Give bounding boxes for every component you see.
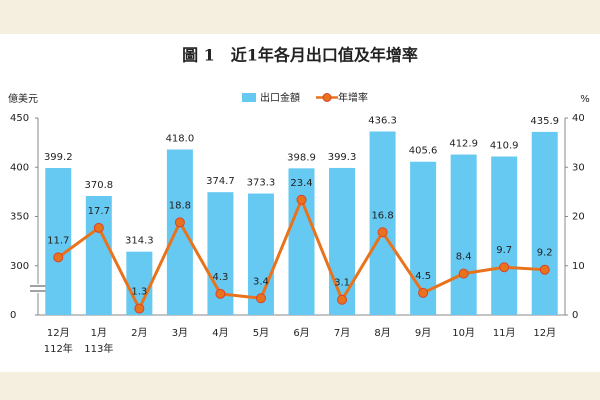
line-value-label: 8.4 xyxy=(456,252,472,263)
bar xyxy=(288,168,315,315)
line-marker xyxy=(174,217,185,228)
bar xyxy=(45,168,72,315)
line-value-label: 23.4 xyxy=(290,178,312,189)
line-marker xyxy=(215,288,226,299)
bar-value-label: 314.3 xyxy=(125,236,154,247)
line-value-label: 3.1 xyxy=(334,278,350,289)
y2-tick-label: 0 xyxy=(572,310,578,321)
x-tick-label: 9月 xyxy=(415,327,431,339)
line-marker xyxy=(255,293,266,304)
line-marker xyxy=(53,252,64,263)
line-marker xyxy=(499,262,510,273)
line-marker xyxy=(296,194,307,205)
bar-value-label: 410.9 xyxy=(490,141,519,152)
y-tick-label: 400 xyxy=(10,162,29,173)
bar xyxy=(491,156,518,315)
line-marker xyxy=(458,268,469,279)
bar-value-label: 399.2 xyxy=(44,152,73,163)
axis-break xyxy=(30,284,46,293)
bar-value-label: 373.3 xyxy=(247,178,276,189)
line-marker xyxy=(93,222,104,233)
bar-value-label: 418.0 xyxy=(166,134,195,145)
legend-label: 出口金額 xyxy=(260,91,300,104)
bar-value-label: 370.8 xyxy=(84,180,113,191)
x-tick-label: 5月 xyxy=(253,327,269,339)
y-tick-label: 450 xyxy=(10,113,29,124)
legend-label: 年增率 xyxy=(338,91,368,104)
x-tick-label: 1月 xyxy=(91,327,107,339)
bar xyxy=(531,131,558,315)
bar-value-label: 436.3 xyxy=(368,115,397,126)
line-value-label: 16.8 xyxy=(371,210,393,221)
bar-value-label: 374.7 xyxy=(206,176,235,187)
y2-tick-label: 10 xyxy=(572,261,585,272)
x-tick-label: 2月 xyxy=(131,327,147,339)
line-marker xyxy=(377,227,388,238)
line-marker xyxy=(337,294,348,305)
x-tick-label: 12月 xyxy=(533,327,556,339)
x-tick-year: 112年 xyxy=(44,342,73,355)
x-tick-label: 10月 xyxy=(452,327,475,339)
bar xyxy=(166,149,193,315)
bar-value-label: 405.6 xyxy=(409,146,438,157)
bar xyxy=(85,196,112,315)
y2-axis-label: % xyxy=(580,94,590,105)
bar xyxy=(369,131,396,315)
bar xyxy=(329,167,356,315)
line-value-label: 11.7 xyxy=(47,235,69,246)
line-value-label: 9.7 xyxy=(496,245,512,256)
x-tick-label: 11月 xyxy=(493,327,516,339)
line-value-label: 4.5 xyxy=(415,271,431,282)
y2-tick-label: 40 xyxy=(572,113,585,124)
line-marker xyxy=(539,264,550,275)
x-tick-label: 6月 xyxy=(293,327,309,339)
bar-value-label: 399.3 xyxy=(328,152,357,163)
bar-value-label: 398.9 xyxy=(287,152,316,163)
bar-value-label: 412.9 xyxy=(449,139,478,150)
x-tick-label: 7月 xyxy=(334,327,350,339)
legend-marker xyxy=(322,93,332,102)
y-tick-label: 0 xyxy=(10,310,16,321)
y-axis-label: 億美元 xyxy=(8,92,38,105)
chart-title: 圖 1 近1年各月出口值及年增率 xyxy=(182,46,418,65)
y-tick-label: 300 xyxy=(10,261,29,272)
y2-tick-label: 20 xyxy=(572,212,585,223)
x-tick-label: 4月 xyxy=(212,327,228,339)
line-value-label: 1.3 xyxy=(131,287,147,298)
y-tick-label: 350 xyxy=(10,212,29,223)
x-tick-label: 3月 xyxy=(172,327,188,339)
x-tick-label: 12月 xyxy=(47,327,70,339)
legend-swatch xyxy=(242,93,256,102)
line-value-label: 9.2 xyxy=(537,248,553,259)
line-value-label: 18.8 xyxy=(169,200,191,211)
line-value-label: 17.7 xyxy=(88,206,110,217)
x-tick-year: 113年 xyxy=(84,342,113,355)
line-value-label: 3.4 xyxy=(253,276,269,287)
y2-tick-label: 30 xyxy=(572,162,585,173)
line-marker xyxy=(418,287,429,298)
line-marker xyxy=(134,303,145,314)
line-value-label: 4.3 xyxy=(212,272,228,283)
x-tick-label: 8月 xyxy=(374,327,390,339)
bar xyxy=(450,154,477,315)
bar-value-label: 435.9 xyxy=(530,116,559,127)
